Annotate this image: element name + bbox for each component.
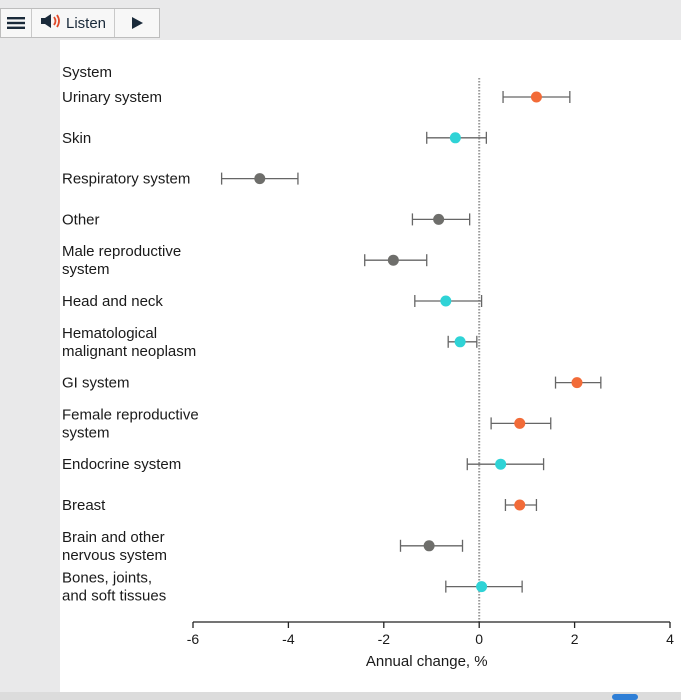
point-estimate (514, 417, 526, 429)
point-estimate (387, 254, 399, 266)
point-estimate (530, 91, 542, 103)
forest-row: GI system (62, 375, 602, 392)
row-label: nervous system (62, 547, 167, 564)
row-label: system (62, 424, 110, 441)
row-label: Breast (62, 497, 106, 514)
row-label: Brain and other (62, 529, 165, 546)
forest-row: Head and neck (62, 293, 483, 310)
x-tick-label: -4 (282, 631, 295, 647)
point-estimate (254, 173, 266, 185)
point-estimate (449, 132, 461, 144)
row-label: Other (62, 211, 100, 228)
forest-row: Bones, joints,and soft tissues (62, 570, 523, 605)
scroll-indicator[interactable] (612, 694, 638, 700)
row-label: Urinary system (62, 89, 162, 106)
row-label: and soft tissues (62, 588, 166, 605)
forest-plot: System Urinary system Skin Respiratory sys… (62, 64, 674, 670)
row-label: malignant neoplasm (62, 343, 196, 360)
play-icon[interactable] (115, 9, 159, 37)
row-label: Bones, joints, (62, 570, 152, 587)
x-tick-label: 2 (571, 631, 579, 647)
forest-row: Endocrine system (62, 456, 545, 473)
point-estimate (476, 581, 488, 593)
point-estimate (514, 499, 526, 511)
row-label: Head and neck (62, 293, 163, 310)
row-label: Female reproductive (62, 406, 199, 423)
x-tick-label: 0 (475, 631, 483, 647)
point-estimate (423, 540, 435, 552)
point-estimate (571, 377, 583, 389)
point-estimate (433, 213, 445, 225)
footer-bar (0, 692, 681, 700)
row-label: Respiratory system (62, 171, 190, 188)
point-estimate (454, 336, 466, 348)
x-tick-label: 4 (666, 631, 674, 647)
column-header: System (62, 64, 112, 81)
x-tick-label: -6 (187, 631, 200, 647)
row-label: Endocrine system (62, 456, 181, 473)
point-estimate (495, 458, 507, 470)
hamburger-menu-icon[interactable] (1, 9, 32, 37)
x-axis-title: Annual change, % (366, 653, 488, 670)
forest-row: Respiratory system (62, 171, 299, 188)
listen-button[interactable]: Listen (32, 9, 116, 37)
row-label: Hematological (62, 325, 157, 342)
point-estimate (440, 295, 452, 307)
forest-row: Breast (62, 497, 538, 514)
row-label: system (62, 261, 110, 278)
forest-row: Urinary system (62, 89, 571, 106)
x-tick-label: -2 (378, 631, 391, 647)
row-label: Skin (62, 130, 91, 147)
row-label: Male reproductive (62, 243, 181, 260)
chart-card: System Urinary system Skin Respiratory sys… (60, 40, 681, 692)
row-label: GI system (62, 375, 130, 392)
read-aloud-toolbar: Listen (0, 8, 160, 38)
forest-row: Skin (62, 130, 488, 147)
listen-label: Listen (66, 14, 107, 32)
forest-row: Other (62, 211, 471, 228)
speaker-icon (40, 13, 62, 33)
